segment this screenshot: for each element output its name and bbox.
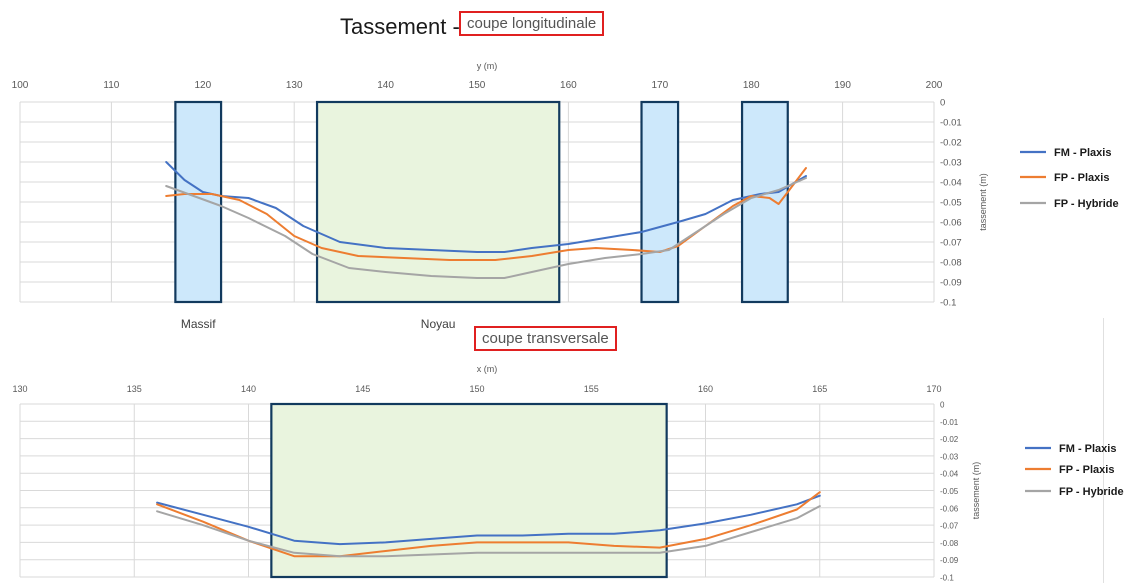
y-tick-label: -0.1: [940, 574, 954, 583]
chart-title-prefix: Tassement -: [340, 14, 460, 39]
chart-2: 0 -0.01 -0.02 -0.03 -0.04 -0.05 -0.06 -0.07 -0.0…: [12, 364, 1123, 583]
zone-label-massif: Massif: [181, 317, 216, 331]
x-tick-label: 200: [926, 80, 943, 91]
y-tick-label: -0.1: [940, 298, 956, 309]
legend-label: FP - Hybride: [1059, 486, 1124, 498]
series-line-3: [156, 505, 821, 558]
y-tick-label: -0.02: [940, 435, 959, 444]
y-tick-label: -0.09: [940, 278, 962, 289]
x-tick-label: 145: [355, 384, 370, 394]
y-tick-label: -0.07: [940, 238, 962, 249]
x-tick-label: 160: [560, 80, 577, 91]
y-tick-label: -0.04: [940, 178, 962, 189]
y-axis-label: tassement (m): [978, 173, 988, 231]
legend-label: FP - Plaxis: [1054, 172, 1109, 184]
x-tick-label: 190: [834, 80, 851, 91]
zone-label-noyau: Noyau: [421, 317, 456, 331]
legend-item-3: FP - Hybride: [1020, 198, 1119, 210]
legend-item-3: FP - Hybride: [1025, 486, 1124, 498]
y-tick-label: -0.07: [940, 522, 959, 531]
x-tick-label: 150: [469, 80, 486, 91]
x-tick-label: 110: [103, 80, 119, 91]
x-axis-label: y (m): [477, 61, 498, 71]
y-tick-label: -0.09: [940, 556, 959, 565]
divider-line: [1103, 318, 1104, 583]
y-tick-label: -0.06: [940, 504, 959, 513]
top-section-label: coupe longitudinale: [459, 11, 605, 36]
legend-label: FP - Plaxis: [1059, 464, 1114, 476]
x-tick-label: 155: [584, 384, 599, 394]
y-tick-label: -0.05: [940, 487, 959, 496]
y-tick-label: -0.02: [940, 138, 962, 149]
y-tick-label: -0.08: [940, 539, 959, 548]
x-tick-label: 180: [743, 80, 760, 91]
series-line-1: [165, 161, 807, 253]
legend-item-1: FM - Plaxis: [1020, 147, 1111, 159]
y-tick-label: -0.04: [940, 470, 959, 479]
chart-1: 0 -0.01 -0.02 -0.03 -0.04 -0.05 -0.06 -0.07 -0.0…: [12, 61, 1119, 331]
zone-region-2: [315, 100, 561, 304]
x-axis-label: x (m): [477, 364, 498, 374]
y-tick-label: -0.06: [940, 218, 962, 229]
legend-label: FP - Hybride: [1054, 198, 1119, 210]
x-tick-label: 140: [377, 80, 394, 91]
y-tick-label: 0: [940, 401, 945, 410]
series-line-3: [165, 177, 807, 279]
x-tick-label: 100: [12, 80, 29, 91]
legend-item-1: FM - Plaxis: [1025, 443, 1116, 455]
zone-region-1: [174, 100, 223, 304]
x-tick-label: 170: [926, 384, 941, 394]
legend-item-2: FP - Plaxis: [1020, 172, 1109, 184]
y-tick-label: -0.03: [940, 452, 959, 461]
y-tick-label: -0.01: [940, 418, 959, 427]
legend-item-2: FP - Plaxis: [1025, 464, 1114, 476]
series-line-2: [156, 491, 821, 558]
y-tick-label: 0: [940, 98, 945, 109]
x-tick-label: 140: [241, 384, 256, 394]
zone-region-1: [270, 402, 668, 579]
y-tick-label: -0.05: [940, 198, 962, 209]
legend-label: FM - Plaxis: [1054, 147, 1111, 159]
x-tick-label: 130: [12, 384, 27, 394]
y-tick-label: -0.01: [940, 118, 962, 129]
x-tick-label: 130: [286, 80, 303, 91]
y-tick-label: -0.03: [940, 158, 962, 169]
x-tick-label: 150: [469, 384, 484, 394]
x-tick-label: 165: [812, 384, 827, 394]
x-tick-label: 120: [194, 80, 211, 91]
y-tick-label: -0.08: [940, 258, 962, 269]
x-tick-label: 160: [698, 384, 713, 394]
series-line-1: [156, 494, 821, 546]
x-tick-label: 135: [127, 384, 142, 394]
zone-region-3: [640, 100, 680, 304]
y-axis-label: tassement (m): [971, 462, 981, 520]
x-tick-label: 170: [651, 80, 668, 91]
bottom-section-label: coupe transversale: [474, 326, 617, 351]
legend-label: FM - Plaxis: [1059, 443, 1116, 455]
